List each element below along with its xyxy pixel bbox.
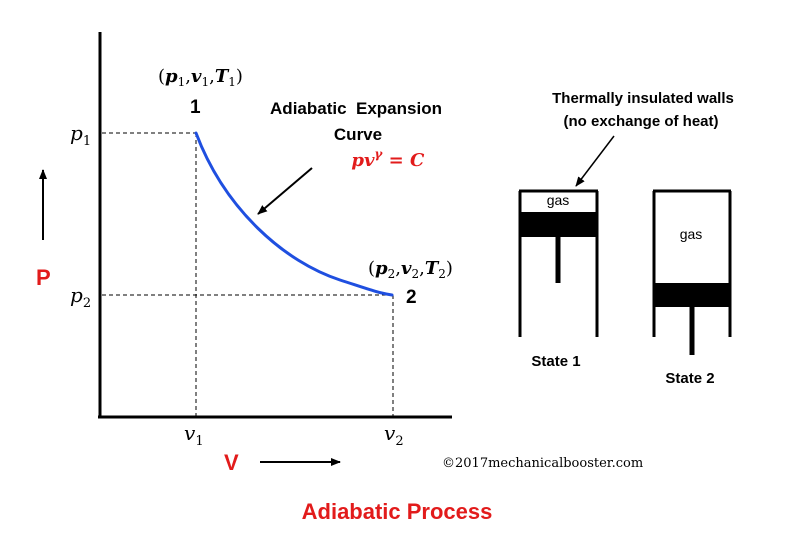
curve-label-arrow	[257, 167, 313, 215]
state1-caption: State 1	[531, 353, 580, 370]
point2-tuple: (p2,v2,T2)	[368, 258, 453, 281]
x-tick-v1: v1	[184, 421, 204, 449]
diagram-title: Adiabatic Process	[302, 499, 493, 524]
insulated-note-line1: Thermally insulated walls	[552, 90, 734, 107]
cylinder-state1: gas	[518, 189, 599, 337]
adiabatic-curve	[194, 131, 394, 297]
curve-equation: pvγ = C	[320, 147, 443, 171]
point1-tuple: (p1,v1,T1)	[158, 66, 243, 89]
gas-label-state1: gas	[547, 192, 570, 208]
y-tick-p2: p2	[70, 283, 91, 311]
insulated-note-arrow	[575, 135, 615, 187]
x-tick-v2: v2	[384, 421, 404, 449]
insulated-note-line2: (no exchange of heat)	[563, 113, 718, 130]
state2-caption: State 2	[665, 370, 714, 387]
piston-state2	[655, 283, 729, 307]
curve-label-line2: Curve	[334, 125, 382, 144]
x-axis-label: V	[224, 450, 239, 475]
cylinder-state2: gas	[652, 189, 732, 355]
gas-label-state2: gas	[680, 226, 703, 242]
y-tick-p1: p1	[70, 121, 91, 149]
y-axis-label: P	[36, 265, 51, 290]
point2-number: 2	[406, 287, 417, 308]
curve-label-line1: Adiabatic Expansion	[270, 99, 442, 118]
point1-number: 1	[190, 97, 201, 118]
piston-state1	[521, 212, 596, 237]
copyright: ©2017mechanicalbooster.com	[442, 456, 643, 471]
